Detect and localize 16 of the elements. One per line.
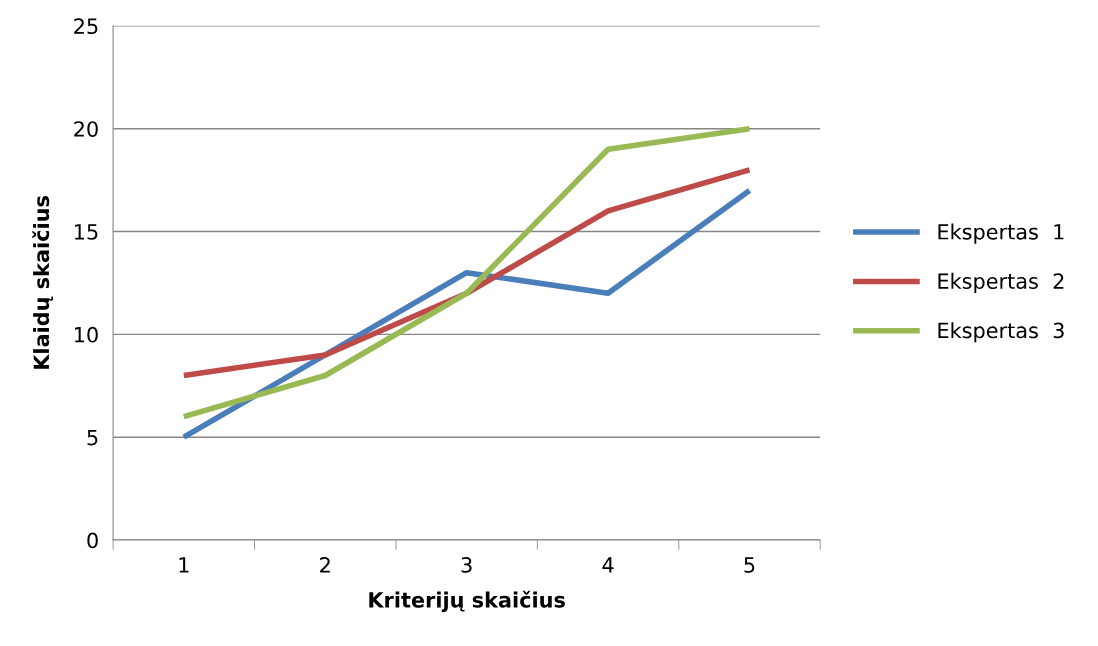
x-tick-label: 5: [744, 557, 755, 573]
y-tick-label: 5: [87, 429, 98, 446]
y-tick-label: 20: [74, 121, 98, 137]
y-tick-label: 10: [74, 326, 98, 343]
y-tick-label: 15: [74, 224, 98, 240]
x-axis-title: Kriterijų skaičius: [369, 590, 565, 612]
legend-label: Ekspertas 2: [938, 272, 1064, 294]
x-tick-label: 3: [461, 557, 472, 573]
x-tick-label: 1: [179, 557, 189, 573]
y-tick-label: 25: [74, 18, 98, 35]
x-tick-label: 4: [602, 557, 614, 573]
legend-label: Ekspertas 3: [938, 322, 1064, 343]
y-tick-label: 0: [87, 532, 98, 549]
x-tick-label: 2: [320, 557, 330, 573]
legend-label: Ekspertas 1: [938, 223, 1064, 244]
y-axis-title: Klaidų skaičius: [32, 196, 53, 369]
